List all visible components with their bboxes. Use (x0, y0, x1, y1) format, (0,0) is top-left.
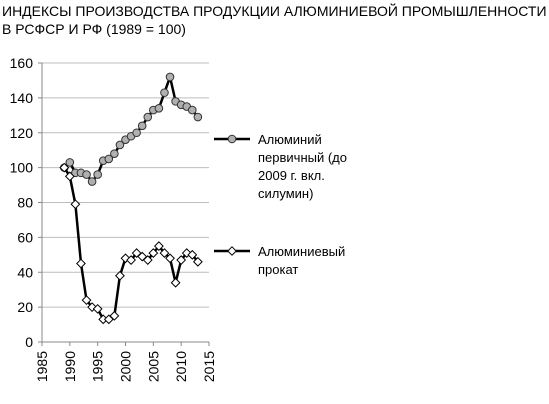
series-1-point-1994 (87, 302, 98, 313)
y-tick-label-40: 40 (17, 264, 33, 280)
series-1-point-2008 (165, 253, 175, 264)
series-1-point-2007 (159, 248, 170, 258)
series-1-point-2010 (176, 255, 187, 265)
series-0-line (63, 75, 199, 183)
y-tick-label-80: 80 (17, 195, 33, 211)
series-1-point-1991 (70, 199, 81, 210)
chart-title-line-1: ИНДЕКСЫ ПРОИЗВОДСТВА ПРОДУКЦИИ АЛЮМИНИЕВ… (2, 3, 547, 19)
series-1-point-1999 (115, 270, 125, 281)
x-tick-label-1985: 1985 (34, 351, 50, 382)
x-tick-label-1995: 1995 (90, 351, 106, 382)
series-1-point-2004 (142, 255, 153, 265)
series-1-point-2006 (153, 241, 164, 252)
series-0-point-2013 (193, 112, 203, 122)
series-0-point-2002 (132, 128, 141, 138)
y-tick-label-100: 100 (10, 160, 34, 176)
legend-label-aluminum-rolled-2: прокат (258, 262, 299, 277)
legend-marker-0 (227, 134, 237, 144)
series-1-point-1989 (59, 162, 70, 173)
series-1-line (63, 166, 199, 321)
legend-label-aluminum-primary-3: 2009 г. вкл. (258, 168, 325, 183)
series-0-point-2012 (188, 105, 197, 115)
series-0-point-2007 (160, 88, 169, 97)
x-tick-label-2000: 2000 (118, 351, 134, 382)
x-tick-label-2015: 2015 (201, 351, 217, 382)
chart-title: ИНДЕКСЫ ПРОИЗВОДСТВА ПРОДУКЦИИ АЛЮМИНИЕВ… (2, 2, 547, 38)
series-1-point-2013 (192, 256, 203, 267)
chart-title-line-2: В РСФСР И РФ (1989 = 100) (2, 21, 186, 37)
series-0-point-2006 (154, 104, 164, 113)
y-tick-label-140: 140 (10, 90, 34, 106)
legend-marker-1 (227, 246, 237, 256)
legend-aluminum-primary: Алюминий первичный (до 2009 г. вкл. силу… (258, 131, 347, 203)
series-0-point-2008 (165, 72, 175, 82)
y-tick-label-60: 60 (17, 229, 33, 245)
series-1-point-2012 (187, 249, 198, 260)
x-tick-label-2005: 2005 (145, 351, 161, 382)
legend-label-aluminum-rolled-1: Алюминиевый (258, 244, 346, 259)
y-tick-label-120: 120 (10, 125, 34, 141)
series-0-point-1999 (115, 140, 125, 150)
series-0-point-2004 (143, 112, 153, 122)
legend-label-aluminum-primary-2: первичный (до (258, 150, 347, 165)
y-tick-label-0: 0 (25, 334, 33, 350)
series-0-point-1990 (65, 158, 75, 167)
series-1-point-1990 (64, 171, 75, 182)
series-1-point-1993 (81, 295, 92, 306)
y-tick-label-20: 20 (17, 299, 33, 315)
legend-aluminum-rolled: Алюминиевый прокат (258, 243, 345, 279)
series-0-point-1997 (104, 154, 114, 164)
x-tick-label-1990: 1990 (62, 351, 78, 382)
series-1-point-2009 (170, 277, 181, 288)
series-1-point-1998 (109, 310, 120, 321)
legend-label-aluminum-primary-4: силумин) (258, 186, 314, 201)
series-0-point-1995 (93, 170, 102, 179)
series-0-point-2003 (137, 121, 147, 131)
legend-label-aluminum-primary-1: Алюминий (258, 132, 322, 147)
series-0-point-1998 (110, 149, 119, 158)
series-1-point-2001 (126, 255, 136, 265)
series-1-point-1992 (76, 258, 86, 269)
series-0-point-1993 (82, 170, 91, 179)
series-1-point-1995 (92, 303, 103, 314)
y-tick-label-160: 160 (10, 55, 34, 71)
series-0-point-1994 (87, 177, 97, 186)
x-tick-label-2010: 2010 (173, 351, 189, 382)
series-1-point-2005 (148, 248, 159, 258)
